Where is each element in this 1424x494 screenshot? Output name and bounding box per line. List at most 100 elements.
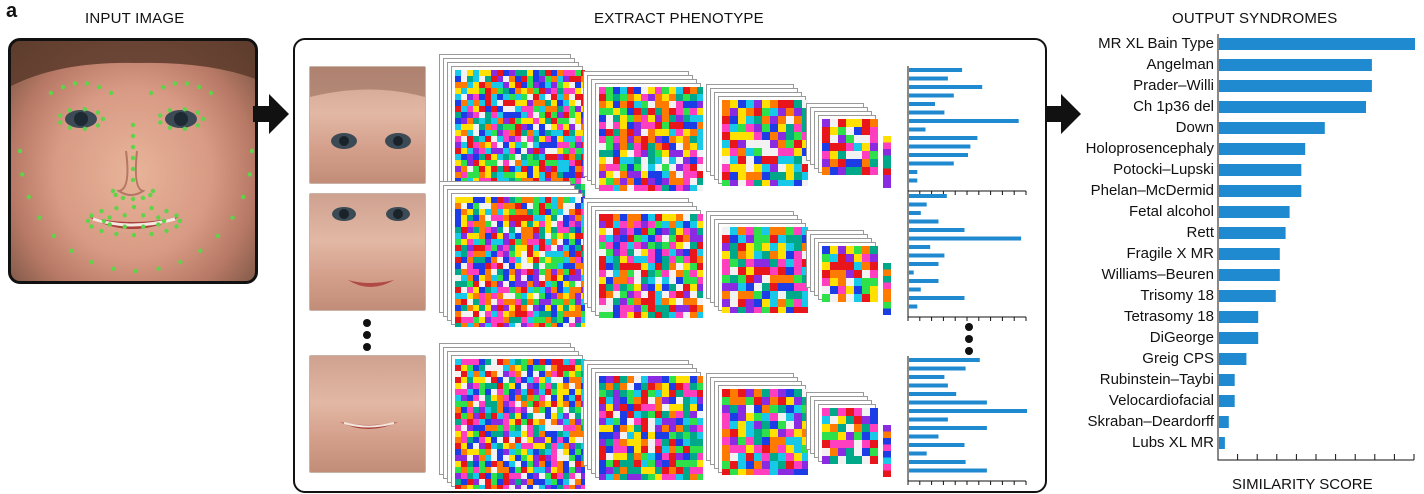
feature-vector-bar: [909, 400, 987, 405]
landmark-dot: [72, 81, 78, 86]
syndrome-label: Skraban–Deardorff: [1087, 413, 1214, 430]
landmark-dot: [67, 125, 73, 130]
feature-map: [599, 87, 703, 191]
feature-vector-bar: [909, 392, 957, 396]
similarity-bar-chart: [1217, 34, 1415, 461]
feature-map: [455, 197, 585, 327]
similarity-bar: [1219, 227, 1286, 239]
landmark-dot: [167, 108, 173, 113]
landmark-dot: [156, 222, 161, 227]
similarity-bar: [1219, 143, 1306, 155]
feature-vector-bar: [909, 417, 948, 422]
landmark-dot: [160, 84, 166, 90]
landmark-dot: [141, 213, 146, 218]
feature-map: [722, 100, 808, 186]
landmark-dot: [150, 188, 156, 194]
similarity-bar: [1219, 38, 1415, 50]
feature-vector-bar: [909, 409, 1027, 413]
landmark-dot: [89, 259, 94, 265]
landmark-dot: [69, 248, 74, 253]
landmark-dot: [58, 120, 63, 125]
facial-landmarks: [11, 41, 255, 274]
landmark-dot: [60, 84, 66, 90]
feature-vector-bar: [909, 366, 966, 371]
similarity-bar: [1219, 332, 1259, 344]
feature-strip: [883, 425, 891, 477]
landmark-dot: [58, 113, 63, 118]
syndrome-label: Holoprosencephaly: [1085, 140, 1214, 157]
landmark-dot: [198, 248, 203, 253]
arrow-right-icon: [253, 94, 289, 134]
landmark-dot: [100, 116, 106, 122]
landmark-dot: [156, 215, 161, 220]
face-crop-middle: [309, 193, 426, 311]
syndrome-label: DiGeorge: [1149, 329, 1214, 346]
feature-vector-bar: [909, 219, 939, 224]
similarity-bar: [1219, 185, 1302, 197]
landmark-dot: [82, 107, 88, 112]
similarity-bar: [1219, 311, 1259, 323]
feature-vector-charts: [907, 66, 1027, 485]
feature-vector-bar: [909, 119, 1019, 123]
syndrome-label: Trisomy 18: [1140, 287, 1214, 304]
syndrome-label: Angelman: [1146, 56, 1214, 73]
landmark-dot: [114, 205, 119, 211]
landmark-dot: [107, 215, 112, 220]
similarity-bar: [1219, 101, 1366, 113]
similarity-bar: [1219, 416, 1229, 428]
landmark-dot: [130, 133, 136, 139]
landmark-dot: [141, 224, 146, 229]
landmark-dot: [230, 215, 235, 220]
feature-vector-bar: [909, 279, 939, 283]
similarity-bar: [1219, 59, 1372, 71]
panel-letter: a: [6, 0, 18, 22]
feature-vector-bar: [909, 383, 948, 388]
feature-vector-bar: [909, 68, 963, 72]
feature-vector-bar: [909, 245, 931, 249]
landmark-dot: [113, 192, 118, 198]
landmark-dot: [130, 166, 136, 172]
feature-map: [822, 119, 878, 175]
landmark-dot: [172, 81, 178, 86]
feature-vector-bar: [909, 304, 918, 309]
syndrome-label: Prader–Willi: [1133, 77, 1214, 94]
similarity-bar: [1219, 122, 1325, 134]
feature-vector-bar: [909, 136, 978, 140]
landmark-dot: [120, 195, 126, 201]
landmark-dot: [133, 268, 139, 274]
feature-map: [455, 359, 585, 489]
landmark-dot: [184, 81, 190, 86]
landmark-dot: [158, 113, 163, 118]
landmark-dot: [48, 90, 54, 96]
feature-vector-bar: [909, 211, 921, 215]
similarity-bar: [1219, 290, 1276, 302]
syndrome-label: Down: [1175, 119, 1214, 136]
landmark-dot: [182, 126, 187, 131]
feature-vector-bar: [909, 426, 987, 430]
landmark-dot: [195, 123, 201, 128]
landmark-dot: [178, 259, 183, 265]
landmark-dot: [122, 213, 127, 218]
landmark-dot: [177, 218, 183, 224]
feature-vector-bar: [909, 296, 965, 300]
landmark-dot: [122, 224, 127, 229]
landmark-dot: [26, 194, 31, 200]
x-axis-label: SIMILARITY SCORE: [1232, 476, 1373, 493]
landmark-dot: [130, 144, 136, 150]
feature-map: [722, 227, 808, 313]
feature-vector-bar: [909, 228, 965, 232]
similarity-bar: [1219, 206, 1290, 218]
face-crop-eyes: [309, 66, 426, 184]
input-face-image: [8, 38, 258, 284]
landmark-dot: [37, 215, 42, 220]
feature-vector-bar: [909, 253, 945, 258]
similarity-bar: [1219, 80, 1372, 92]
feature-vector-bar: [909, 127, 926, 132]
landmark-dot: [200, 116, 206, 122]
feature-vector-bar: [909, 93, 954, 98]
landmark-dot: [174, 224, 179, 229]
landmark-dot: [11, 41, 14, 44]
vertical-ellipsis-icon: [965, 323, 973, 355]
similarity-bar: [1219, 395, 1235, 407]
landmark-dot: [99, 208, 104, 214]
